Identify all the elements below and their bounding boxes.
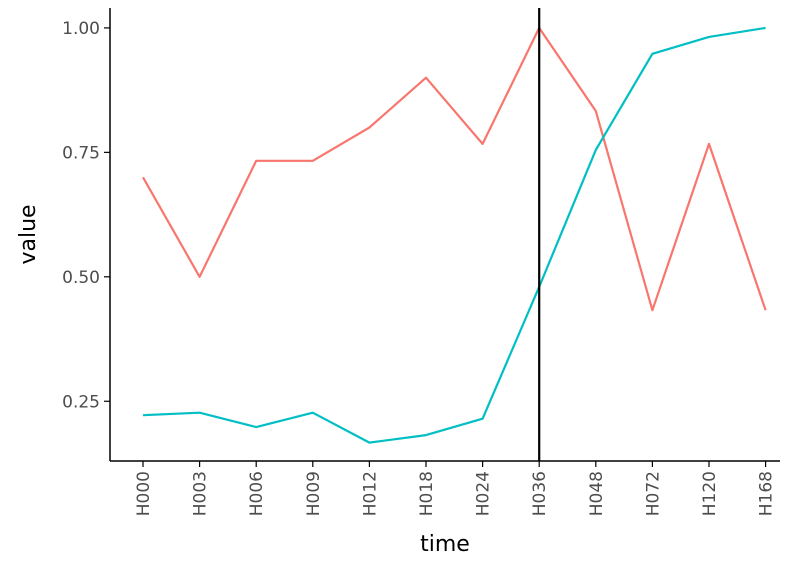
x-tick-label: H024 [474,471,494,516]
x-tick-label: H072 [643,471,663,516]
x-tick-label: H048 [587,471,607,516]
x-tick-label: H006 [247,471,267,516]
y-tick-label: 0.50 [62,268,100,288]
y-axis-ticks: 0.25 0.50 0.75 1.00 [62,19,110,412]
y-tick-label: 0.75 [62,143,100,163]
x-axis-ticks: H000 H003 H006 H009 H012 H018 H024 H036 H048 H072… [134,461,777,516]
x-tick-label: H018 [417,471,437,516]
x-tick-label: H036 [530,471,550,516]
x-tick-label: H000 [134,471,154,516]
y-tick-label: 1.00 [62,19,100,39]
series-line-1 [142,26,767,312]
y-axis-title: value [16,204,41,264]
series-line-2 [142,26,766,444]
x-axis-title: time [420,532,470,557]
plot-area [142,8,767,461]
y-tick-label: 0.25 [62,392,100,412]
x-tick-label: H009 [304,471,324,516]
x-tick-label: H120 [700,471,720,516]
x-tick-label: H003 [191,471,211,516]
x-tick-label: H012 [360,471,380,516]
x-tick-label: H168 [757,471,777,516]
